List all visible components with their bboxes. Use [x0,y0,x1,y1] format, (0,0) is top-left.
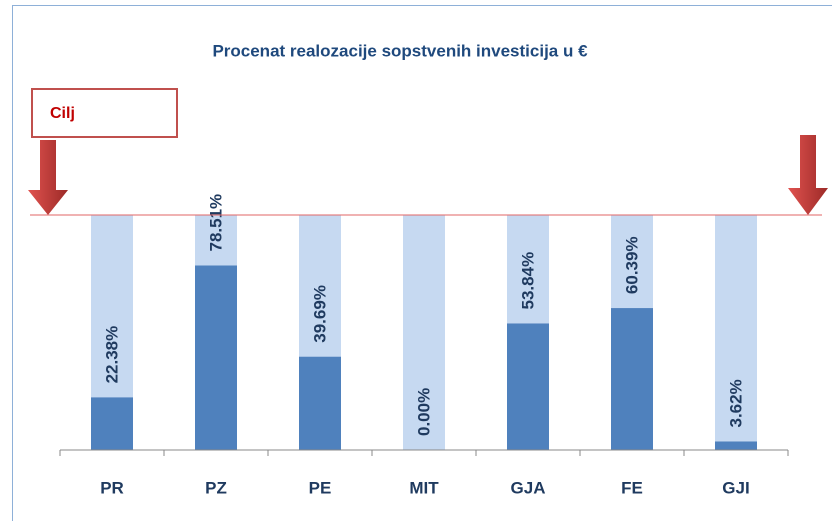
bar [507,323,549,450]
annotation: Cilj [50,105,75,122]
data-label: 3.62% [726,379,745,427]
bar [91,397,133,450]
data-label: 0.00% [414,388,433,436]
x-tick-label: GJA [511,478,546,497]
data-label: 53.84% [518,252,537,310]
bar [611,308,653,450]
data-label: 22.38% [102,326,121,384]
chart-title: Procenat realozacije sopstvenih investic… [212,41,588,60]
target-bar [403,215,445,450]
x-tick-label: MIT [409,478,439,497]
target-bar [715,215,757,450]
x-tick-label: PZ [205,478,227,497]
data-label: 60.39% [622,236,641,294]
x-tick-label: FE [621,478,643,497]
bar [299,356,341,450]
arrow [788,135,828,215]
arrow [28,140,68,215]
annotation-box [31,88,178,138]
x-tick-label: PE [309,478,332,497]
data-label: 78.51% [206,194,225,252]
bar [195,265,237,450]
x-tick-label: PR [100,478,124,497]
bar [715,441,757,450]
data-label: 39.69% [310,285,329,343]
x-tick-label: GJI [722,478,749,497]
